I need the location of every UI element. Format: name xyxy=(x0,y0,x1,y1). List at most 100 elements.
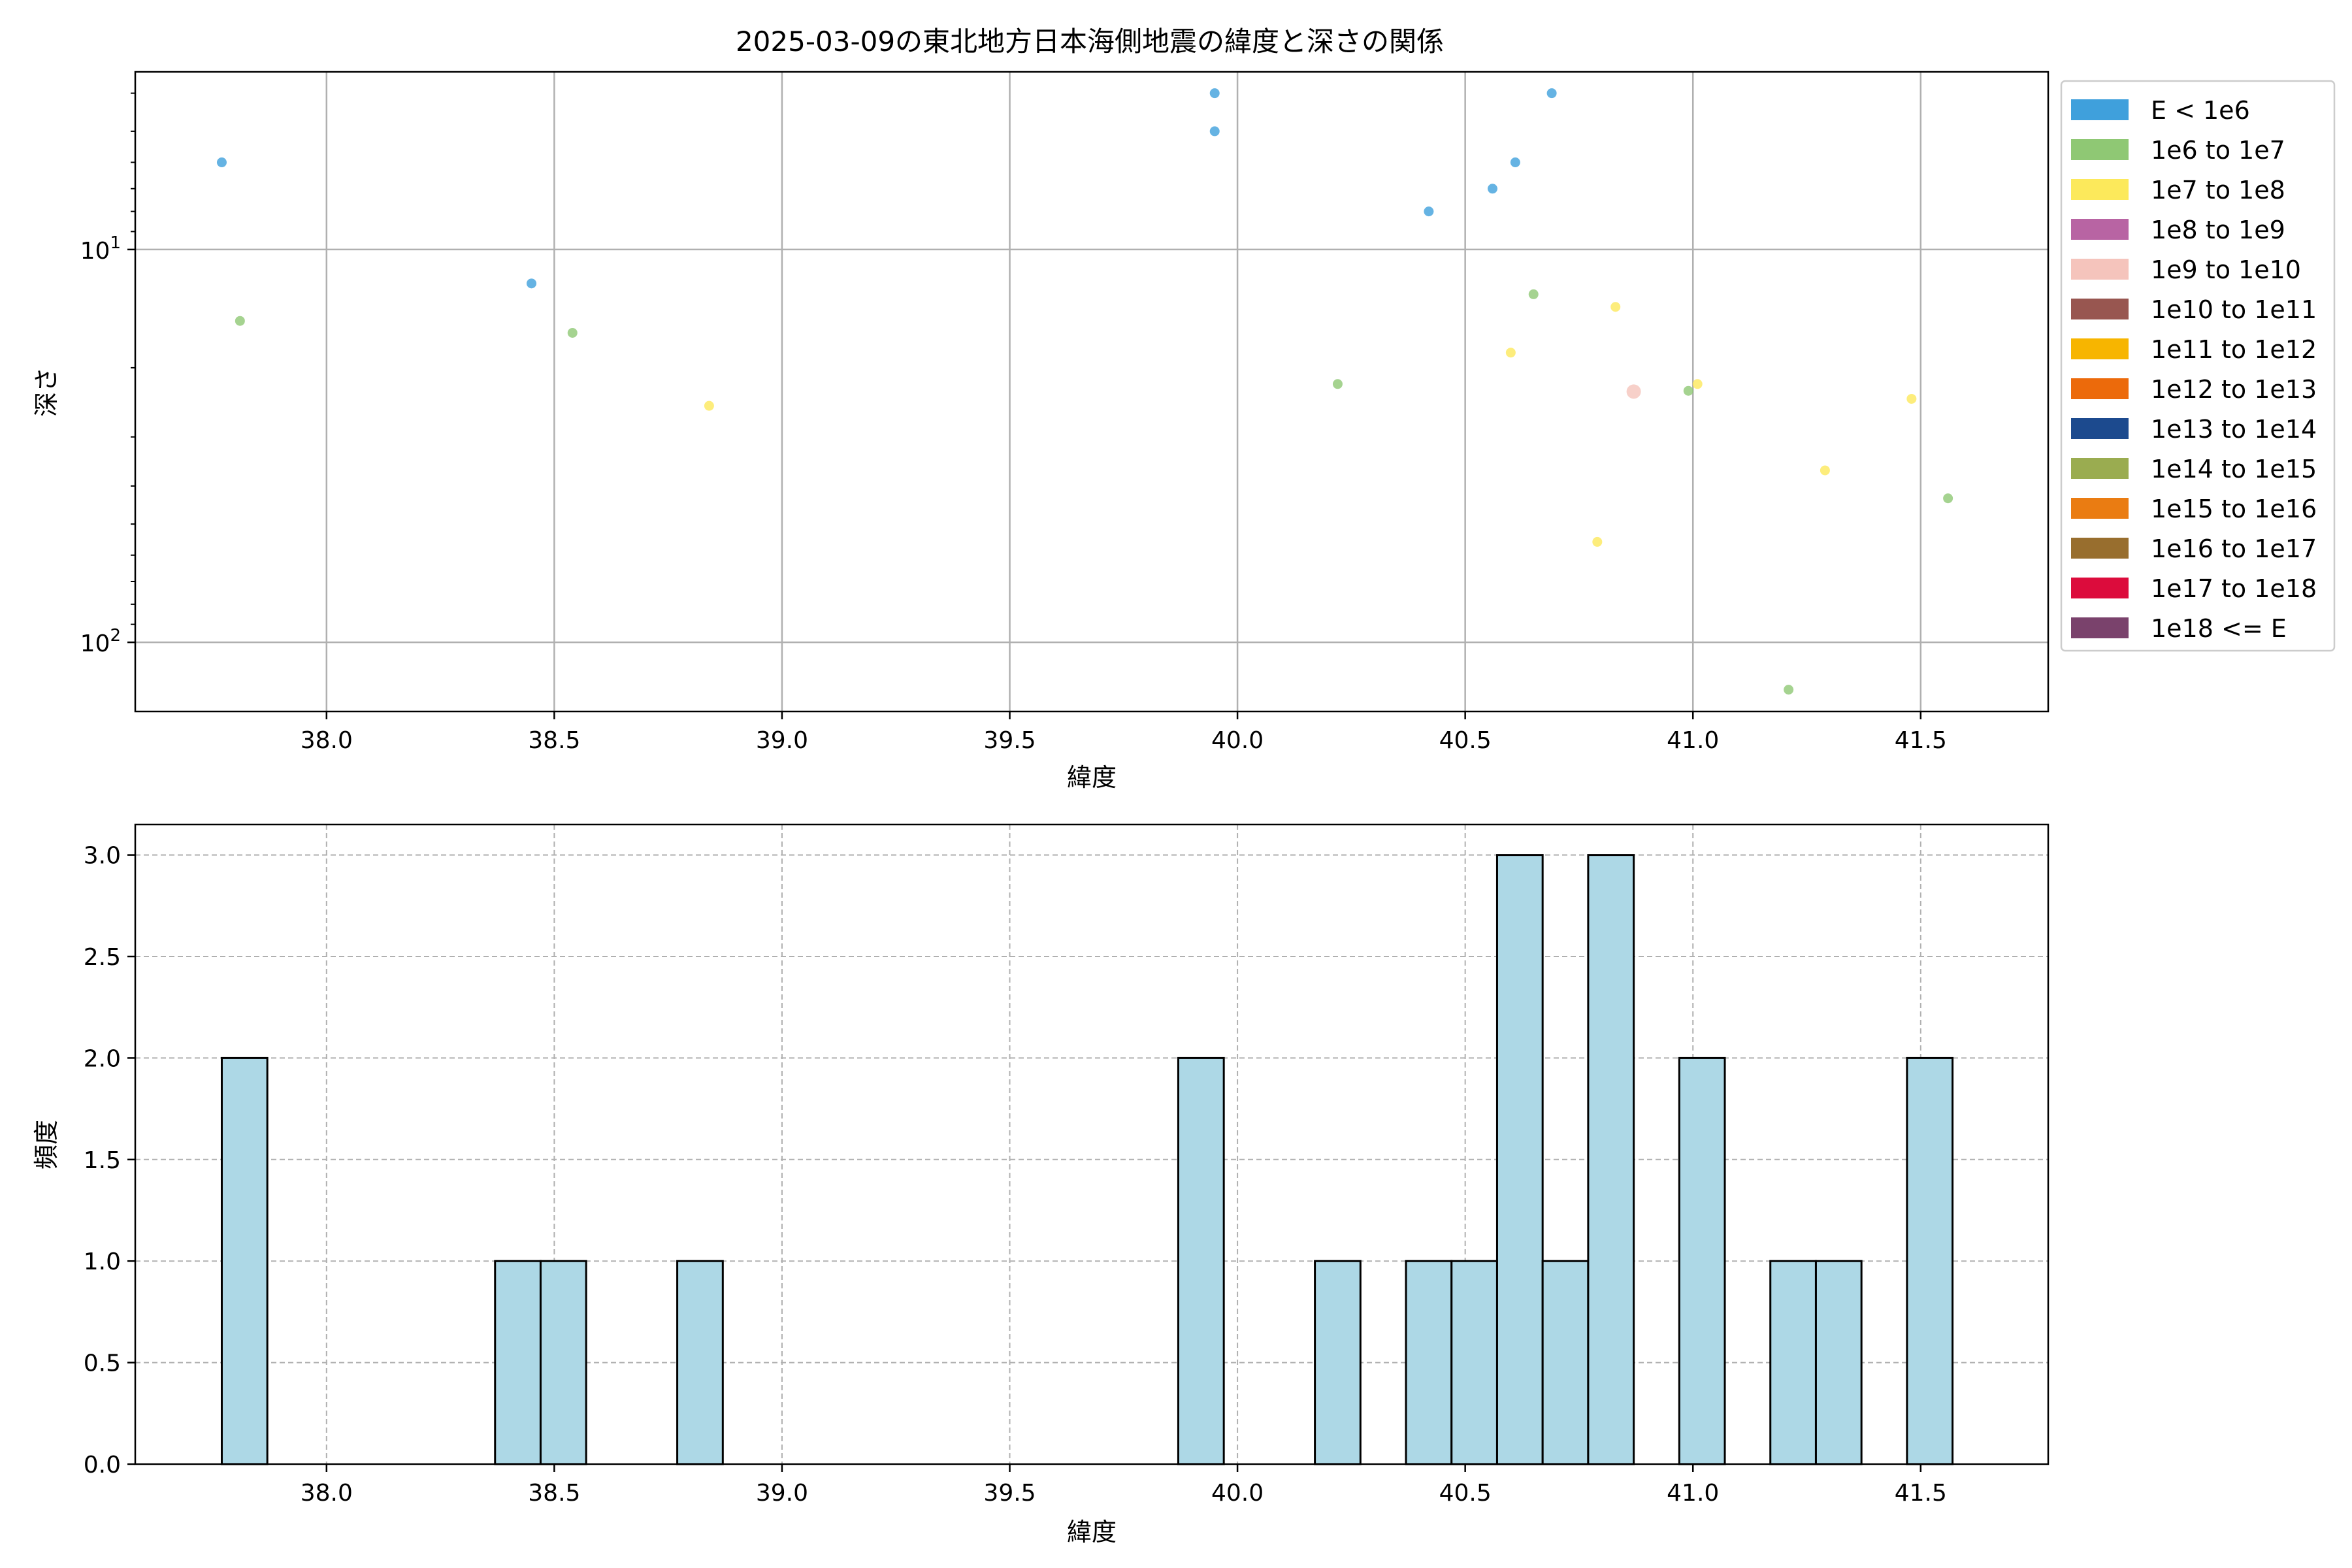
histogram-x-ticks: 38.0 38.5 39.0 39.5 40.0 40.5 41.0 41.5 xyxy=(301,1464,1947,1507)
legend-label: 1e6 to 1e7 xyxy=(2151,136,2285,165)
histogram-bar xyxy=(494,1260,542,1465)
scatter-x-tick-label: 40.5 xyxy=(1439,727,1492,754)
histogram-x-tick-label: 41.0 xyxy=(1667,1480,1719,1507)
histogram-bar xyxy=(1906,1056,1954,1465)
histogram-y-tick-label: 2.5 xyxy=(84,944,121,971)
legend-label: E < 1e6 xyxy=(2151,96,2250,125)
legend-frame xyxy=(2060,80,2336,652)
legend-swatch xyxy=(2071,299,2129,319)
scatter-point xyxy=(1906,393,1917,404)
legend-label: 1e12 to 1e13 xyxy=(2151,375,2317,404)
scatter-point xyxy=(1683,385,1693,396)
histogram-bars xyxy=(220,854,1954,1465)
scatter-x-tick-label: 39.5 xyxy=(983,727,1036,754)
scatter-x-tick-label: 40.0 xyxy=(1211,727,1264,754)
histogram-bar xyxy=(1541,1260,1590,1465)
scatter-point xyxy=(1487,184,1497,194)
scatter-y-tick-label: 101 xyxy=(80,233,121,265)
scatter-x-tick-label: 41.0 xyxy=(1667,727,1719,754)
histogram-bar xyxy=(1678,1056,1726,1465)
histogram-y-tick-label: 2.0 xyxy=(84,1045,121,1072)
legend-swatch xyxy=(2071,338,2129,359)
scatter-point xyxy=(1528,289,1539,299)
scatter-point xyxy=(1943,493,1953,504)
scatter-y-axis-label: 深さ xyxy=(32,367,61,417)
histogram-y-tick-label: 3.0 xyxy=(84,843,121,870)
scatter-point xyxy=(1510,157,1520,168)
legend-label: 1e16 to 1e17 xyxy=(2151,534,2317,563)
histogram-x-tick-label: 38.5 xyxy=(528,1480,580,1507)
legend-entries: E < 1e6 1e6 to 1e7 1e7 to 1e8 1e8 to 1e9 1e9… xyxy=(2071,96,2317,643)
scatter-point xyxy=(1209,88,1220,99)
scatter-point xyxy=(1626,384,1641,399)
histogram-panel: 0.0 0.5 1.0 1.5 2.0 2.5 3.0 38.0 38.5 39.0 39.5 40… xyxy=(32,823,2050,1546)
legend: E < 1e6 1e6 to 1e7 1e7 to 1e8 1e8 to 1e9 1e9… xyxy=(2060,80,2336,652)
histogram-bar xyxy=(1814,1260,1863,1465)
legend-swatch xyxy=(2071,259,2129,280)
legend-label: 1e11 to 1e12 xyxy=(2151,335,2317,364)
scatter-x-tick-label: 39.0 xyxy=(756,727,808,754)
legend-swatch xyxy=(2071,219,2129,240)
legend-label: 1e14 to 1e15 xyxy=(2151,455,2317,483)
legend-swatch xyxy=(2071,458,2129,479)
scatter-x-tick-label: 41.5 xyxy=(1895,727,1947,754)
histogram-x-tick-label: 39.5 xyxy=(983,1480,1036,1507)
histogram-bar xyxy=(539,1260,587,1465)
legend-label: 1e7 to 1e8 xyxy=(2151,176,2285,204)
legend-swatch xyxy=(2071,498,2129,519)
scatter-y-ticks: 101 102 xyxy=(80,92,135,657)
scatter-point xyxy=(1784,685,1794,695)
legend-swatch xyxy=(2071,378,2129,399)
scatter-grid xyxy=(135,72,2048,711)
histogram-x-tick-label: 40.0 xyxy=(1211,1480,1264,1507)
histogram-y-tick-label: 0.5 xyxy=(84,1350,121,1377)
chart-title: 2025-03-09の東北地方日本海側地震の緯度と深さの関係 xyxy=(736,25,1444,57)
scatter-y-tick-label: 102 xyxy=(80,626,121,657)
legend-swatch xyxy=(2071,139,2129,160)
legend-label: 1e15 to 1e16 xyxy=(2151,495,2317,523)
histogram-x-tick-label: 41.5 xyxy=(1895,1480,1947,1507)
legend-swatch xyxy=(2071,578,2129,598)
legend-label: 1e13 to 1e14 xyxy=(2151,415,2317,444)
histogram-bar xyxy=(1495,854,1544,1465)
legend-swatch xyxy=(2071,617,2129,638)
legend-label: 1e9 to 1e10 xyxy=(2151,255,2301,284)
legend-label: 1e17 to 1e18 xyxy=(2151,574,2317,603)
scatter-x-tick-label: 38.5 xyxy=(528,727,580,754)
histogram-y-ticks: 0.0 0.5 1.0 1.5 2.0 2.5 3.0 xyxy=(84,843,135,1478)
scatter-point xyxy=(1592,536,1603,547)
scatter-x-tick-label: 38.0 xyxy=(301,727,353,754)
scatter-point xyxy=(1424,206,1434,217)
legend-label: 1e18 <= E xyxy=(2151,614,2287,643)
histogram-x-tick-label: 40.5 xyxy=(1439,1480,1492,1507)
histogram-x-axis-label: 緯度 xyxy=(1067,1518,1117,1546)
histogram-bar xyxy=(1314,1260,1362,1465)
legend-swatch xyxy=(2071,99,2129,120)
scatter-frame xyxy=(134,71,2050,713)
histogram-y-tick-label: 0.0 xyxy=(84,1452,121,1478)
histogram-grid xyxy=(135,825,2048,1465)
scatter-point xyxy=(1209,126,1220,137)
scatter-point xyxy=(235,316,245,326)
histogram-bar xyxy=(220,1056,269,1465)
legend-label: 1e10 to 1e11 xyxy=(2151,295,2317,324)
scatter-point xyxy=(1820,465,1830,476)
scatter-point xyxy=(216,157,227,168)
scatter-point xyxy=(1546,88,1557,99)
histogram-y-tick-label: 1.0 xyxy=(84,1249,121,1275)
scatter-points xyxy=(216,88,1953,695)
scatter-x-axis-label: 緯度 xyxy=(1067,763,1117,792)
legend-swatch xyxy=(2071,418,2129,439)
histogram-y-axis-label: 頻度 xyxy=(32,1120,61,1169)
scatter-point xyxy=(567,327,578,338)
scatter-x-ticks: 38.0 38.5 39.0 39.5 40.0 40.5 41.0 41.5 xyxy=(301,711,1947,754)
scatter-point xyxy=(1610,302,1621,312)
histogram-bar xyxy=(1769,1260,1817,1465)
scatter-point xyxy=(1692,379,1703,389)
legend-label: 1e8 to 1e9 xyxy=(2151,216,2285,244)
histogram-x-tick-label: 39.0 xyxy=(756,1480,808,1507)
scatter-point xyxy=(1332,379,1343,389)
